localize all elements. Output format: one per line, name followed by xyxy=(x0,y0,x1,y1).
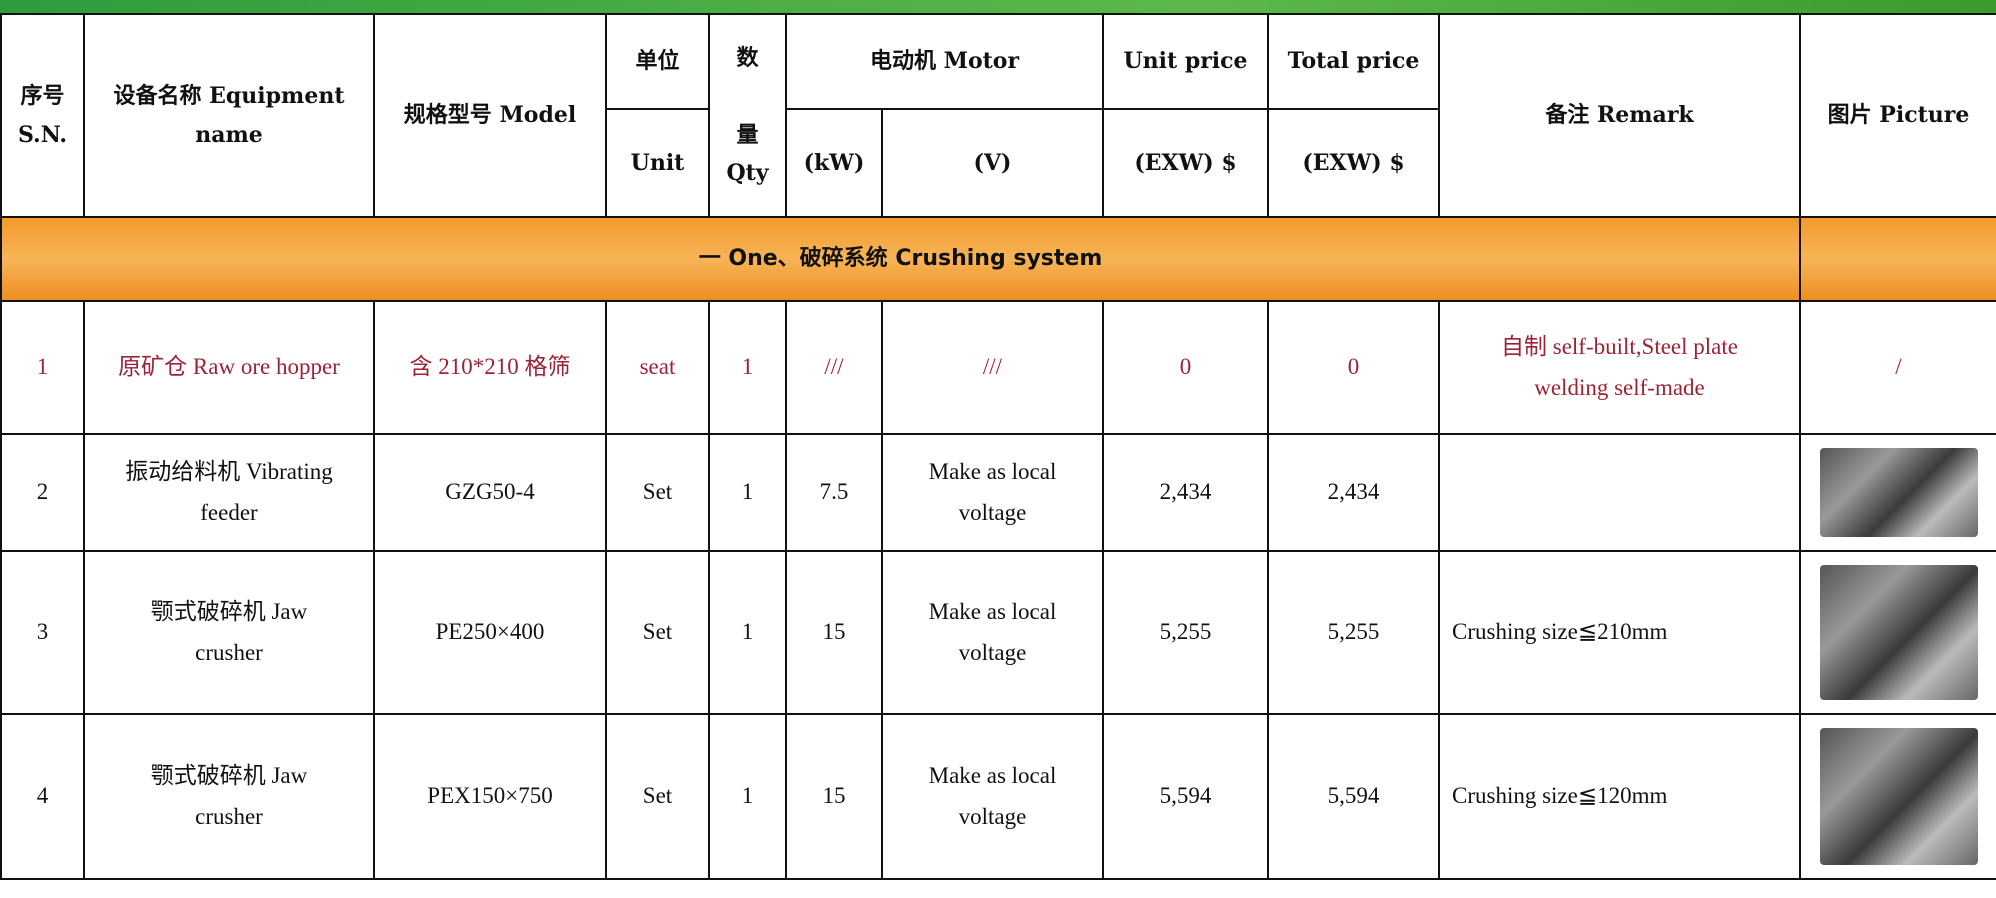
header-unit: 单位 xyxy=(605,13,710,110)
cell-name: 振动给料机 Vibrating feeder xyxy=(83,433,375,552)
cell-model: PEX150×750 xyxy=(373,713,607,880)
header-motor: 电动机 Motor xyxy=(785,13,1104,110)
cell-kw: 15 xyxy=(785,713,883,880)
cell-total-price: 5,255 xyxy=(1267,550,1440,715)
table-row: 3 颚式破碎机 Jaw crusher PE250×400 Set 1 15 Make as… xyxy=(0,550,1996,715)
cell-picture xyxy=(1799,433,1996,552)
header-picture: 图片 Picture xyxy=(1799,13,1996,218)
header-kw: (kW) xyxy=(785,108,883,218)
cell-unit-price: 0 xyxy=(1102,300,1269,435)
header-total-price: Total price xyxy=(1267,13,1440,110)
header-sn: 序号 S.N. xyxy=(0,13,85,218)
cell-sn: 2 xyxy=(0,433,85,552)
green-band xyxy=(0,0,1996,14)
cell-picture xyxy=(1799,550,1996,715)
header-remark: 备注 Remark xyxy=(1438,13,1801,218)
cell-name: 颚式破碎机 Jaw crusher xyxy=(83,550,375,715)
header-total-price-sub: (EXW) $ xyxy=(1267,108,1440,218)
cell-name: 颚式破碎机 Jaw crusher xyxy=(83,713,375,880)
cell-total-price: 0 xyxy=(1267,300,1440,435)
photo xyxy=(1819,728,1978,865)
cell-sn: 3 xyxy=(0,550,85,715)
section-picture-cell xyxy=(1799,216,1996,302)
cell-total-price: 2,434 xyxy=(1267,433,1440,552)
cell-unit-price: 5,594 xyxy=(1102,713,1269,880)
cell-kw: 7.5 xyxy=(785,433,883,552)
section-title: 一 One、破碎系统 Crushing system xyxy=(0,216,1801,302)
header-unit-price: Unit price xyxy=(1102,13,1269,110)
header-model: 规格型号 Model xyxy=(373,13,607,218)
cell-unit: Set xyxy=(605,433,710,552)
cell-v: Make as local voltage xyxy=(881,550,1104,715)
cell-unit-price: 5,255 xyxy=(1102,550,1269,715)
cell-remark: Crushing size≦120mm xyxy=(1438,713,1801,880)
header-v: (V) xyxy=(881,108,1104,218)
cell-picture: / xyxy=(1799,300,1996,435)
cell-qty: 1 xyxy=(708,713,787,880)
cell-qty: 1 xyxy=(708,433,787,552)
cell-qty: 1 xyxy=(708,550,787,715)
cell-v: /// xyxy=(881,300,1104,435)
header-name: 设备名称 Equipment name xyxy=(83,13,375,218)
cell-total-price: 5,594 xyxy=(1267,713,1440,880)
cell-remark: Crushing size≦210mm xyxy=(1438,550,1801,715)
photo xyxy=(1819,448,1978,537)
cell-unit: seat xyxy=(605,300,710,435)
header-qty: 数 量 Qty xyxy=(708,13,787,218)
cell-unit: Set xyxy=(605,713,710,880)
cell-unit: Set xyxy=(605,550,710,715)
cell-sn: 4 xyxy=(0,713,85,880)
cell-v: Make as local voltage xyxy=(881,433,1104,552)
cell-kw: 15 xyxy=(785,550,883,715)
cell-kw: /// xyxy=(785,300,883,435)
cell-picture xyxy=(1799,713,1996,880)
quote-table: 序号 S.N. 设备名称 Equipment name 规格型号 Model 单… xyxy=(0,13,1996,880)
photo xyxy=(1819,565,1978,700)
table-row: 2 振动给料机 Vibrating feeder GZG50-4 Set 1 7.5 Mak… xyxy=(0,433,1996,552)
table-row: 1 原矿仓 Raw ore hopper 含 210*210 格筛 seat 1////… xyxy=(0,300,1996,435)
cell-name: 原矿仓 Raw ore hopper xyxy=(83,300,375,435)
cell-v: Make as local voltage xyxy=(881,713,1104,880)
cell-remark: 自制 self-built,Steel plate welding self-m… xyxy=(1438,300,1801,435)
cell-model: PE250×400 xyxy=(373,550,607,715)
cell-sn: 1 xyxy=(0,300,85,435)
header-unit-price-sub: (EXW) $ xyxy=(1102,108,1269,218)
header-unit-sub: Unit xyxy=(605,108,710,218)
cell-remark xyxy=(1438,433,1801,552)
cell-model: 含 210*210 格筛 xyxy=(373,300,607,435)
table-row: 4 颚式破碎机 Jaw crusher PEX150×750 Set 1 15 Make a… xyxy=(0,713,1996,880)
cell-unit-price: 2,434 xyxy=(1102,433,1269,552)
cell-model: GZG50-4 xyxy=(373,433,607,552)
cell-qty: 1 xyxy=(708,300,787,435)
